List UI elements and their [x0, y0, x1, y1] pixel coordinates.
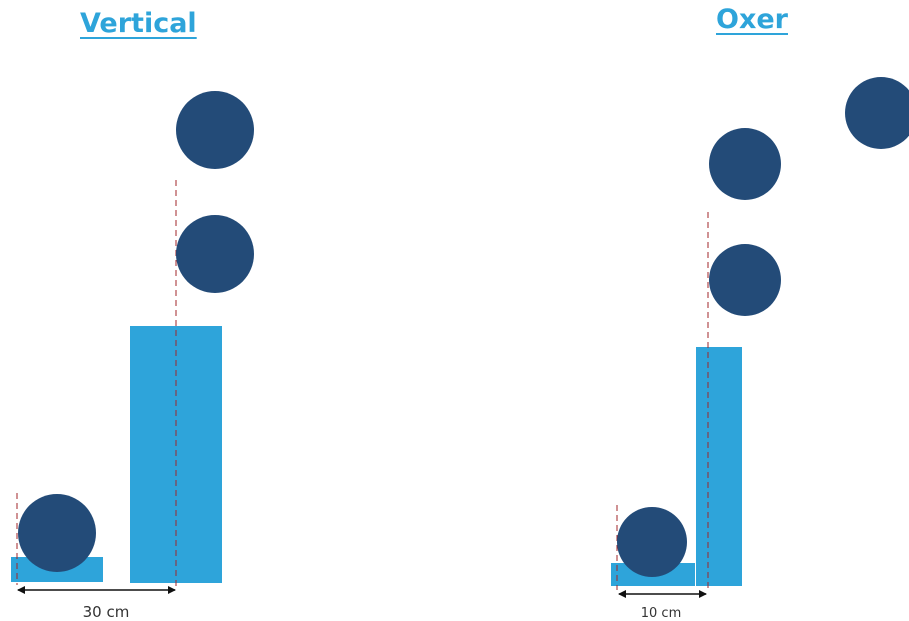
oxer-top-right-ball — [845, 77, 909, 149]
oxer-diagram: 10 cm — [611, 77, 909, 621]
oxer-distance-label: 10 cm — [641, 606, 682, 621]
oxer-ground-ball — [617, 507, 687, 577]
oxer-standard — [696, 347, 742, 586]
oxer-middle-ball — [709, 128, 781, 200]
vertical-upper-ball — [176, 91, 254, 169]
vertical-diagram: 30 cm — [11, 91, 254, 621]
vertical-distance-label: 30 cm — [83, 603, 130, 621]
vertical-ground-ball — [18, 494, 96, 572]
vertical-lower-ball — [176, 215, 254, 293]
oxer-lower-ball — [709, 244, 781, 316]
oxer-title: Oxer — [716, 4, 788, 35]
vertical-title: Vertical — [80, 8, 197, 39]
